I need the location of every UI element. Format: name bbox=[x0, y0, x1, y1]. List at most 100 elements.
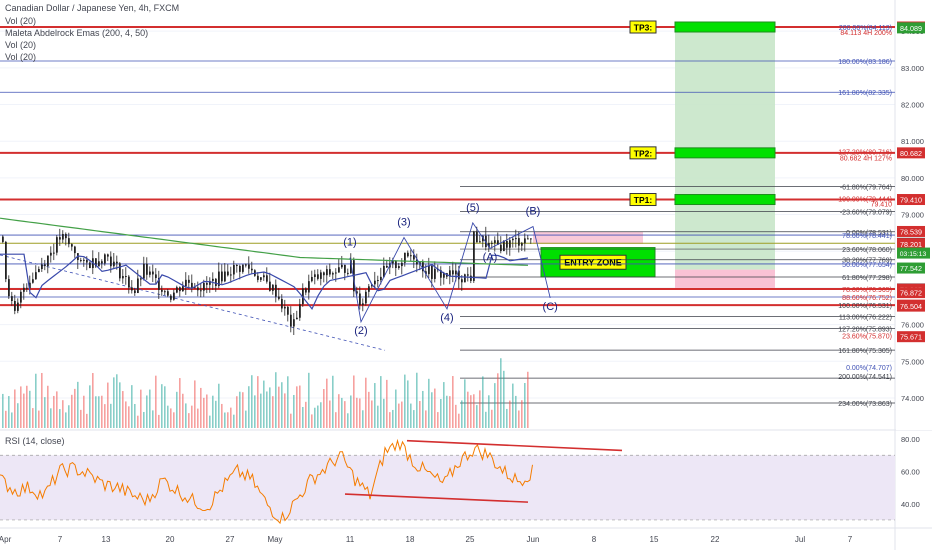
rsi-tick-2: 40.00 bbox=[901, 500, 920, 509]
indicator-vol-1[interactable]: Vol (20) bbox=[5, 16, 37, 26]
indicator-emas[interactable]: Maleta Abdelrock Emas (200, 4, 50) bbox=[5, 28, 149, 38]
volume-bar bbox=[191, 405, 193, 428]
candle-body bbox=[272, 284, 274, 291]
volume-bar bbox=[209, 415, 211, 428]
volume-bar bbox=[263, 380, 265, 428]
time-axis: Apr 7 13 20 27 May 11 18 25 Jun 8 15 22 Jul 7 bbox=[0, 535, 853, 544]
candle-body bbox=[431, 265, 433, 279]
volume-bar bbox=[227, 412, 229, 428]
candle-body bbox=[476, 231, 478, 243]
candle-body bbox=[71, 244, 73, 247]
candle-body bbox=[467, 274, 469, 276]
rsi-label[interactable]: RSI (14, close) bbox=[5, 436, 65, 446]
fib-label-14: 50.00%(77.654) bbox=[842, 262, 892, 269]
volume-bar bbox=[407, 380, 409, 428]
price-level-label-14: 75.671 bbox=[900, 333, 922, 342]
volume-bar bbox=[248, 386, 250, 428]
volume-bar bbox=[149, 389, 151, 428]
volume-bar bbox=[302, 406, 304, 428]
candle-body bbox=[347, 272, 349, 274]
candle-body bbox=[464, 274, 466, 283]
volume-bar bbox=[47, 385, 49, 428]
candle-body bbox=[407, 252, 409, 257]
volume-bar bbox=[137, 415, 139, 428]
price-tick-7: 81.000 bbox=[901, 137, 924, 146]
indicator-vol-3[interactable]: Vol (20) bbox=[5, 52, 37, 62]
volume-bar bbox=[419, 400, 421, 428]
fib-label-7: 100.00%(79.444) bbox=[838, 196, 892, 203]
countdown-tag bbox=[897, 247, 930, 259]
volume-bar bbox=[440, 399, 442, 428]
price-level-tag-11 bbox=[897, 287, 925, 299]
volume-bar bbox=[290, 413, 292, 428]
volume-bar bbox=[122, 391, 124, 428]
volume-bar bbox=[521, 400, 523, 428]
indicator-vol-2[interactable]: Vol (20) bbox=[5, 40, 37, 50]
fib-label-15: 61.80%(77.298) bbox=[842, 275, 892, 282]
tp-label-box-0 bbox=[629, 20, 657, 34]
volume-bar bbox=[350, 395, 352, 428]
volume-bar bbox=[374, 383, 376, 428]
candle-body bbox=[170, 295, 172, 300]
volume-bar bbox=[395, 389, 397, 428]
fib-label-12: 23.60%(78.060) bbox=[842, 247, 892, 254]
fib-label-6: -61.80%(79.764) bbox=[840, 185, 892, 192]
candle-body bbox=[95, 258, 97, 267]
price-tick-8: 82.000 bbox=[901, 101, 924, 110]
time-label-11: 15 bbox=[650, 535, 659, 544]
volume-bar bbox=[62, 400, 64, 428]
candle-body bbox=[383, 265, 385, 277]
candle-body bbox=[515, 238, 517, 240]
candle-body bbox=[8, 279, 10, 297]
candle-body bbox=[164, 291, 166, 293]
volume-bar bbox=[410, 403, 412, 428]
candle-body bbox=[386, 265, 388, 268]
volume-bar bbox=[524, 382, 526, 428]
volume-bar bbox=[500, 358, 502, 428]
volume-bar bbox=[446, 395, 448, 428]
candle-body bbox=[200, 290, 202, 292]
candle-body bbox=[233, 265, 235, 275]
volume-bar bbox=[116, 374, 118, 428]
volume-bar bbox=[380, 376, 382, 428]
volume-bar bbox=[95, 396, 97, 428]
candle-body bbox=[509, 240, 511, 248]
volume-bar bbox=[170, 408, 172, 428]
candle-body bbox=[497, 240, 499, 245]
candle-body bbox=[116, 261, 118, 264]
candle-body bbox=[290, 314, 292, 327]
candle-body bbox=[350, 260, 352, 274]
candle-body bbox=[494, 240, 496, 243]
price-tick-1: 75.000 bbox=[901, 357, 924, 366]
volume-bar bbox=[71, 394, 73, 428]
candle-body bbox=[374, 280, 376, 285]
volume-bar bbox=[134, 403, 136, 428]
candle-body bbox=[59, 237, 61, 240]
rsi-trend-upper bbox=[406, 439, 623, 452]
fib-label-2: 180.00%(83.186) bbox=[838, 59, 892, 66]
volume-bar bbox=[281, 382, 283, 428]
volume-bar bbox=[2, 393, 4, 428]
volume-bar bbox=[398, 403, 400, 428]
volume-bar bbox=[158, 414, 160, 428]
candle-body bbox=[68, 238, 70, 245]
volume-bar bbox=[401, 401, 403, 428]
candle-body bbox=[74, 246, 76, 254]
candle-body bbox=[227, 271, 229, 276]
price-level-tag-7 bbox=[897, 238, 925, 250]
candle-body bbox=[338, 267, 340, 273]
tp-label-0: TP3: bbox=[634, 23, 653, 33]
candle-body bbox=[512, 238, 514, 241]
volume-bar bbox=[110, 403, 112, 428]
volume-bar bbox=[431, 392, 433, 428]
candle-body bbox=[134, 290, 136, 294]
candle-body bbox=[146, 263, 148, 275]
candle-body bbox=[35, 272, 37, 280]
candle-body bbox=[284, 306, 286, 309]
candle-body bbox=[245, 264, 247, 266]
volume-bar bbox=[164, 386, 166, 428]
volume-bar bbox=[26, 385, 28, 428]
candle-body bbox=[434, 268, 436, 279]
